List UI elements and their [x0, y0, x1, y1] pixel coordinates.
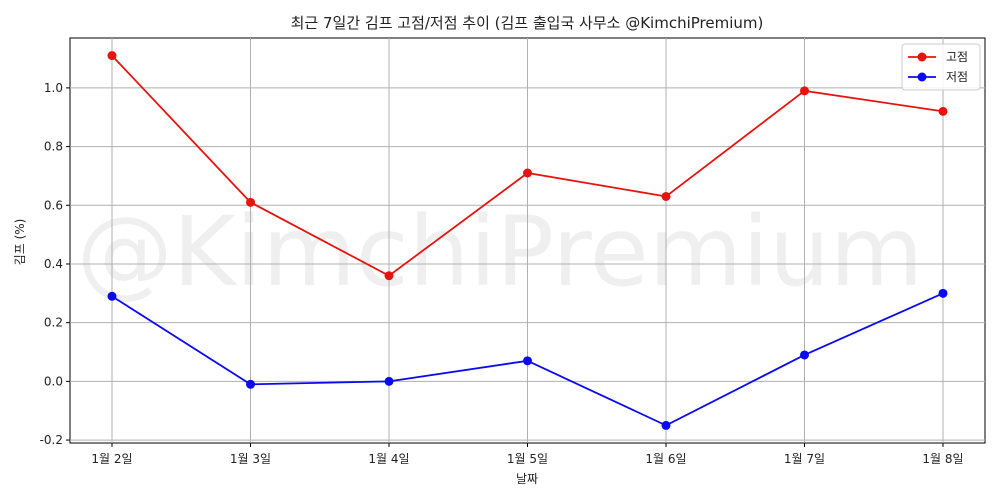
data-point — [938, 106, 948, 116]
data-point — [523, 356, 532, 366]
data-point — [800, 350, 809, 360]
data-point — [523, 168, 532, 178]
watermark: @KimchiPremium — [77, 196, 924, 308]
legend-swatch-marker — [917, 52, 927, 62]
data-point — [384, 271, 394, 281]
data-point — [107, 51, 117, 61]
y-tick-label: 1.0 — [44, 81, 63, 95]
data-point — [246, 197, 255, 207]
y-tick-label: 0.8 — [44, 140, 63, 154]
data-point — [384, 376, 394, 386]
legend-swatch-marker — [917, 72, 927, 82]
y-axis: -0.2 0.0 0.2 0.4 0.6 0.8 1.0 — [40, 81, 70, 447]
series-group — [107, 51, 948, 430]
legend-label: 고점 — [946, 50, 968, 64]
y-tick-label: -0.2 — [40, 433, 63, 447]
y-axis-label: 김프 (%) — [13, 219, 27, 266]
data-point — [107, 291, 117, 301]
y-tick-label: 0.6 — [44, 198, 63, 212]
x-tick-label: 1월 7일 — [784, 452, 825, 466]
legend-label: 저점 — [946, 70, 968, 84]
x-tick-label: 1월 2일 — [91, 452, 132, 466]
chart-title: 최근 7일간 김프 고점/저점 추이 (김프 출입국 사무소 @KimchiPr… — [291, 14, 764, 32]
x-axis-label: 날짜 — [516, 472, 538, 486]
x-tick-label: 1월 6일 — [645, 452, 686, 466]
data-point — [661, 420, 671, 430]
data-point — [800, 86, 809, 96]
y-tick-label: 0.2 — [44, 316, 63, 330]
x-tick-label: 1월 5일 — [507, 452, 548, 466]
data-point — [246, 379, 255, 389]
x-axis: 1월 2일 1월 3일 1월 4일 1월 5일 1월 6일 1월 7일 1월 8일 — [91, 443, 964, 466]
grid-lines — [70, 38, 985, 443]
x-tick-label: 1월 3일 — [230, 452, 271, 466]
y-tick-label: 0.4 — [44, 257, 63, 271]
x-tick-label: 1월 4일 — [368, 452, 409, 466]
data-point — [661, 191, 671, 201]
y-tick-label: 0.0 — [44, 374, 63, 388]
x-tick-label: 1월 8일 — [922, 452, 963, 466]
legend-box — [901, 43, 981, 91]
data-point — [938, 288, 948, 298]
